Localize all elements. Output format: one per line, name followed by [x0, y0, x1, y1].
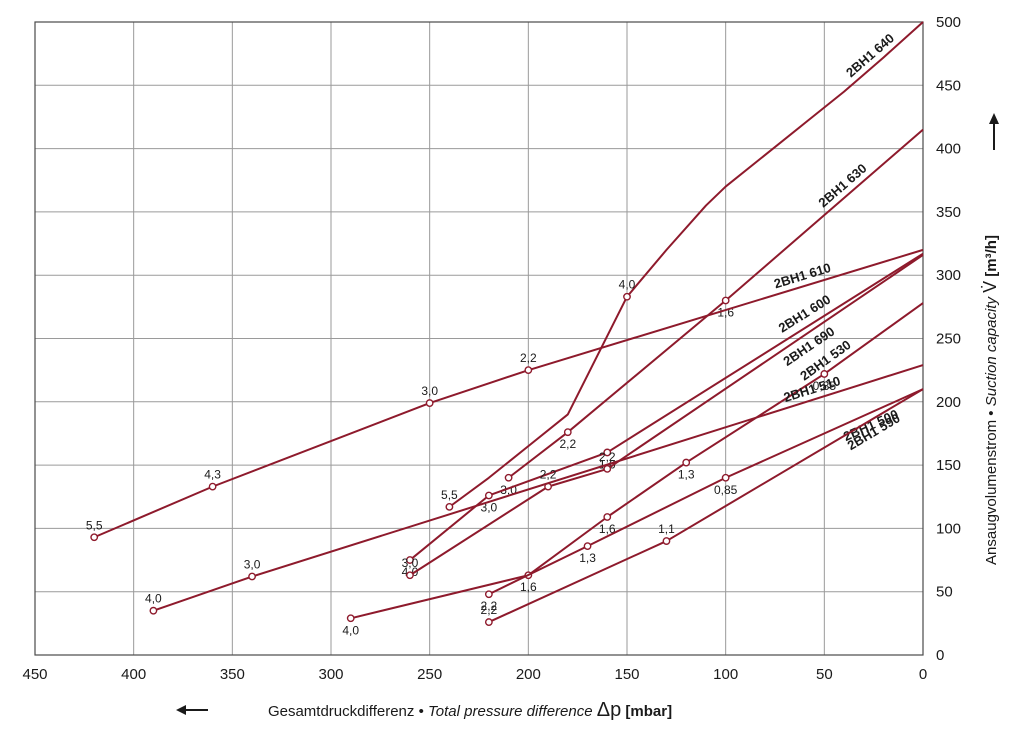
point-label: 2,2 [559, 437, 576, 451]
series-name-label: 2BH1 630 [815, 161, 869, 211]
series-line [409, 254, 924, 577]
data-point [662, 537, 671, 545]
y-tick-label: 250 [936, 331, 961, 348]
point-label: 5,5 [441, 488, 458, 502]
point-label: 1,3 [579, 551, 596, 565]
x-tick-label: 300 [318, 666, 343, 683]
y-tick-label: 50 [936, 584, 953, 601]
point-label: 3,0 [244, 558, 261, 572]
data-point [346, 614, 355, 623]
point-label: 3,0 [421, 384, 438, 398]
series-line [350, 302, 924, 620]
point-label: 4,0 [342, 623, 359, 637]
point-label: 0,85 [714, 483, 738, 497]
x-axis-label: Gesamtdruckdifferenz • Total pressure di… [268, 699, 672, 721]
y-tick-label: 350 [936, 204, 961, 221]
data-point [248, 572, 256, 581]
y-tick-label: 400 [936, 141, 961, 158]
tick-labels: 450 400 350 300 250 200 150 100 50 00501001502002… [22, 14, 961, 683]
x-tick-label: 400 [121, 666, 146, 683]
data-point [820, 370, 829, 378]
grid [34, 21, 924, 656]
point-label: 2,2 [481, 603, 498, 617]
y-tick-label: 450 [936, 77, 961, 94]
point-label: 2,2 [599, 450, 616, 464]
data-point [603, 448, 612, 457]
point-label: 5,5 [86, 518, 103, 532]
point-label: 3,0 [402, 556, 419, 570]
x-tick-label: 150 [614, 666, 639, 683]
point-label: 1,3 [678, 468, 695, 482]
x-tick-label: 200 [516, 666, 541, 683]
data-point [563, 428, 572, 437]
data-point [90, 533, 99, 542]
point-label: 2,2 [481, 599, 498, 613]
x-tick-label: 50 [816, 666, 833, 683]
x-tick-label: 350 [220, 666, 245, 683]
x-tick-label: 0 [919, 666, 927, 683]
point-label: 4,0 [145, 592, 162, 606]
data-point [721, 296, 730, 305]
data-point [484, 491, 493, 500]
series-line [488, 388, 924, 596]
data-point [484, 590, 493, 599]
data-point [682, 458, 691, 467]
point-label: 0,85 [813, 379, 837, 393]
data-point [445, 502, 454, 511]
data-point [623, 292, 631, 301]
point-label: 1,6 [599, 522, 616, 536]
point-label: 2,2 [540, 468, 557, 482]
data-point [504, 473, 513, 482]
series-name-label: 2BH1 640 [843, 30, 897, 80]
y-tick-label: 300 [936, 267, 961, 284]
plot-frame [34, 21, 924, 656]
point-label: 1,1 [658, 522, 675, 536]
point-label: 2,2 [520, 351, 537, 365]
point-label: 4,0 [619, 278, 636, 292]
y-tick-label: 500 [936, 14, 961, 31]
data-point [484, 618, 493, 626]
point-label: 1,6 [520, 580, 537, 594]
x-tick-label: 450 [22, 666, 47, 683]
data-point [603, 513, 612, 521]
series-line [409, 252, 924, 561]
y-tick-label: 200 [936, 394, 961, 411]
data-point [406, 571, 414, 580]
x-tick-label: 100 [713, 666, 738, 683]
series-line [448, 21, 924, 508]
data-point [603, 464, 612, 473]
y-tick-label: 150 [936, 457, 961, 474]
point-label: 4,3 [204, 468, 221, 482]
data-point [406, 556, 414, 564]
data-point [721, 473, 730, 482]
x-tick-label: 250 [417, 666, 442, 683]
y-tick-label: 100 [936, 520, 961, 537]
data-point [583, 542, 592, 551]
y-axis-label: Ansaugvolumenstrom • Suction capacity V̇… [980, 235, 1000, 565]
data-point [425, 399, 434, 407]
data-point [208, 482, 217, 491]
data-point [149, 606, 158, 615]
x-axis-arrow [176, 705, 208, 715]
y-axis-arrow [989, 113, 999, 150]
series-line [507, 128, 924, 479]
data-point [524, 366, 533, 375]
y-tick-label: 0 [936, 647, 944, 664]
